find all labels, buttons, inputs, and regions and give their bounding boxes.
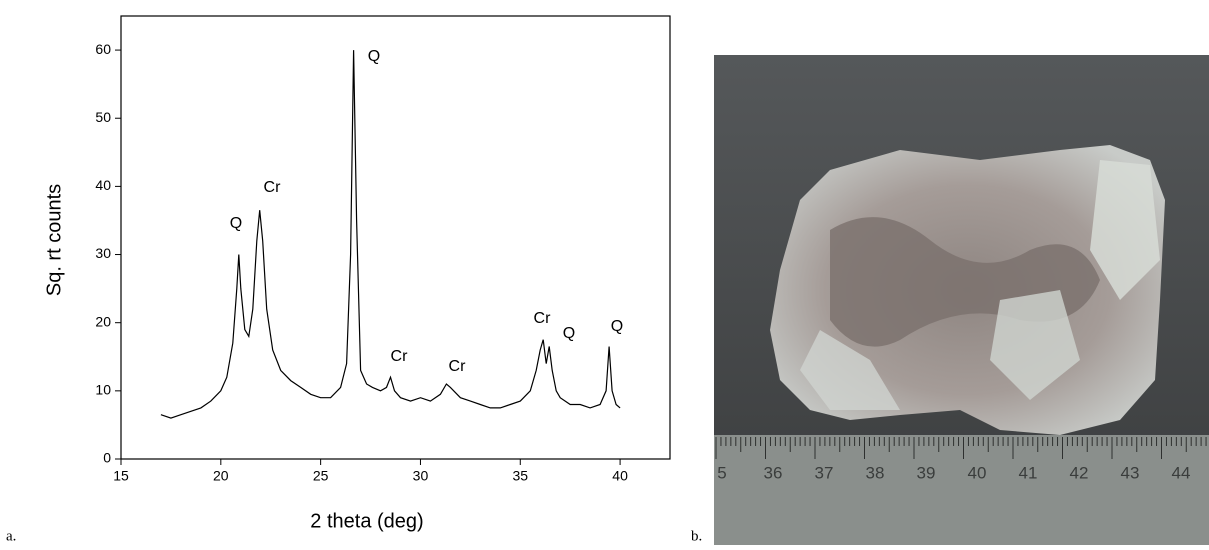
peak-annotation: Q: [230, 215, 242, 232]
ruler-label: 43: [1121, 463, 1140, 482]
xrd-line: [160, 50, 621, 419]
rock-patch: [990, 290, 1080, 400]
rock-patch: [800, 330, 900, 410]
x-axis-title: 2 theta (deg): [310, 510, 423, 532]
x-tick-label: 25: [313, 468, 329, 484]
ruler-label: 36: [764, 463, 783, 482]
x-tick-label: 15: [113, 468, 129, 484]
peak-annotation: Cr: [449, 358, 467, 375]
y-tick-label: 30: [95, 245, 111, 261]
peak-annotation: Cr: [391, 348, 409, 365]
y-tick-label: 50: [95, 109, 111, 125]
peak-annotation: Q: [611, 318, 623, 335]
panel-label: a.: [6, 528, 16, 544]
y-tick-label: 60: [95, 41, 111, 57]
ruler-label: 5: [717, 463, 726, 482]
y-tick-label: 10: [95, 382, 111, 398]
ruler-label: 37: [815, 463, 834, 482]
y-tick-label: 0: [103, 450, 111, 466]
x-tick-label: 35: [512, 468, 528, 484]
ruler-label: 44: [1172, 463, 1191, 482]
x-tick-label: 40: [612, 468, 628, 484]
panel-label: b.: [691, 528, 702, 544]
peak-annotation: Q: [368, 48, 380, 65]
x-tick-label: 20: [213, 468, 229, 484]
peak-annotation: Cr: [264, 179, 282, 196]
y-axis-title: Sq. rt counts: [43, 184, 65, 296]
ruler: [714, 435, 1209, 545]
ruler-label: 38: [866, 463, 885, 482]
x-tick-label: 30: [413, 468, 429, 484]
y-tick-label: 20: [95, 313, 111, 329]
ruler-label: 41: [1019, 463, 1038, 482]
ruler-label: 39: [917, 463, 936, 482]
peak-annotation: Cr: [534, 310, 552, 327]
y-tick-label: 40: [95, 177, 111, 193]
ruler-label: 42: [1070, 463, 1089, 482]
rock-patch: [1090, 160, 1160, 300]
photo: [714, 55, 1209, 545]
ruler-label: 40: [968, 463, 987, 482]
plot-frame: [120, 15, 671, 460]
peak-annotation: Q: [563, 325, 575, 342]
ruler-ticks: [715, 437, 1207, 459]
